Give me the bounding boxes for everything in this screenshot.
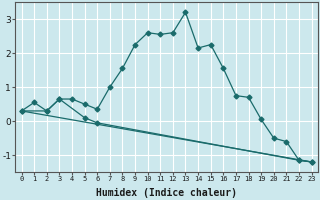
X-axis label: Humidex (Indice chaleur): Humidex (Indice chaleur) xyxy=(96,188,237,198)
